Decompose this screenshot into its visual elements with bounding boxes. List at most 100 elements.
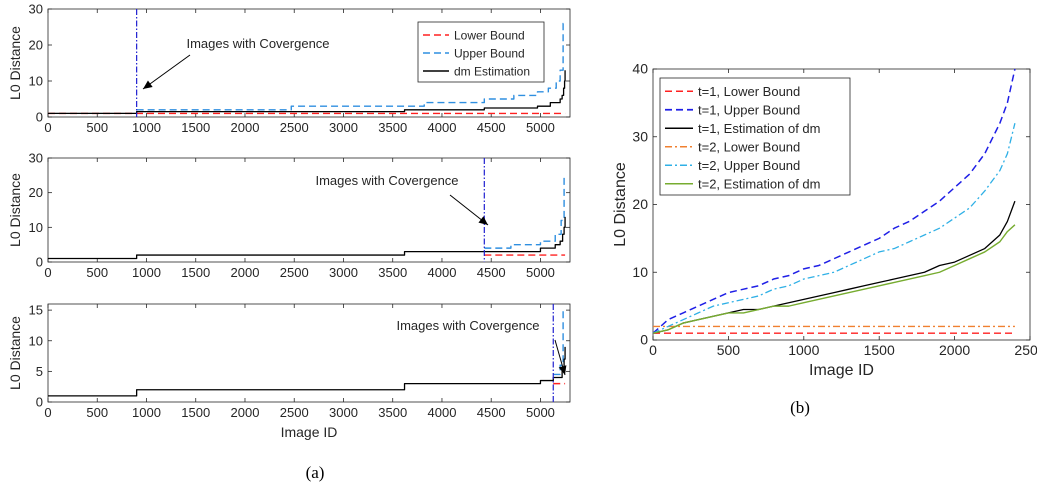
legend-entry: t=1, Upper Bound — [698, 102, 800, 117]
annotation-text: Images with Covergence — [186, 36, 329, 51]
annotation-arrow-head — [558, 365, 567, 375]
x-tick-label: 500 — [86, 265, 108, 280]
caption-a: (a) — [306, 463, 325, 482]
x-tick-label: 4500 — [477, 120, 506, 135]
annotation-text: Images with Covergence — [396, 318, 539, 333]
x-tick-label: 5000 — [526, 120, 555, 135]
y-axis-label: L0 Distance — [7, 316, 23, 390]
x-tick-label: 4000 — [428, 265, 457, 280]
x-tick-label: 4000 — [428, 405, 457, 420]
x-tick-label: 0 — [44, 405, 51, 420]
series-line-estimate — [48, 70, 566, 115]
x-tick-label: 500 — [717, 342, 741, 358]
x-tick-label: 0 — [44, 265, 51, 280]
annotation-arrow-head — [143, 80, 153, 89]
x-tick-label: 3500 — [378, 265, 407, 280]
legend-box — [417, 21, 545, 83]
y-tick-label: 20 — [29, 38, 43, 53]
panel-a1-top-plot: 0 500 1000 1500 2000 2500 3000 3500 4000 4500 5000… — [7, 2, 571, 135]
x-tick-label: 5000 — [526, 265, 555, 280]
x-tick-label: 500 — [86, 120, 108, 135]
y-axis-label: L0 Distance — [7, 173, 23, 247]
x-tick-label: 1500 — [864, 342, 895, 358]
legend-box — [659, 77, 851, 196]
y-tick-label: 20 — [632, 196, 648, 212]
x-tick-label: 3500 — [378, 405, 407, 420]
x-tick-label: 2000 — [231, 120, 260, 135]
plot-area — [47, 157, 571, 263]
x-tick-label: 1000 — [788, 342, 819, 358]
annotation-arrow-shaft — [142, 54, 191, 90]
legend-entry: t=1, Lower Bound — [698, 84, 800, 99]
x-tick-label: 3500 — [378, 120, 407, 135]
x-tick-label: 2000 — [231, 265, 260, 280]
legend-entry: t=2, Upper Bound — [698, 158, 800, 173]
x-tick-label: 3000 — [329, 120, 358, 135]
x-tick-label: 1000 — [132, 120, 161, 135]
series-line-estimate — [48, 346, 566, 397]
legend-entry: t=2, Estimation of dm — [698, 176, 820, 191]
y-tick-label: 30 — [29, 2, 43, 17]
panel-b-plot: 0 500 1000 1500 2000 2500 0 10 20 30 40 L0 Distance… — [612, 61, 1037, 380]
y-tick-label: 10 — [29, 74, 43, 89]
y-axis-label: L0 Distance — [7, 26, 23, 100]
panel-a2-middle-plot: 0 500 1000 1500 2000 2500 3000 3500 4000 4500 5000… — [7, 151, 571, 280]
x-tick-label: 0 — [44, 120, 51, 135]
y-tick-label: 10 — [632, 264, 648, 280]
y-tick-label: 30 — [29, 151, 43, 166]
x-tick-label: 1500 — [181, 265, 210, 280]
x-tick-label: 0 — [649, 342, 657, 358]
series-line-estimate — [48, 216, 566, 260]
y-axis-label: L0 Distance — [612, 162, 629, 247]
y-tick-label: 10 — [29, 333, 43, 348]
annotation-text: Images with Covergence — [315, 173, 458, 188]
panel-a3-bottom-plot: 0 500 1000 1500 2000 2500 3000 3500 4000 4500 5000… — [7, 303, 571, 440]
y-tick-label: 0 — [36, 395, 43, 410]
x-axis-label: Image ID — [281, 424, 338, 440]
legend-entry: t=2, Lower Bound — [698, 139, 800, 154]
x-tick-label: 5000 — [526, 405, 555, 420]
x-tick-label: 2000 — [231, 405, 260, 420]
legend-entry: Lower Bound — [454, 29, 525, 43]
series-line-upper — [484, 174, 566, 249]
x-tick-label: 4500 — [477, 405, 506, 420]
x-tick-label: 2000 — [939, 342, 970, 358]
series-line-upper — [136, 22, 566, 111]
series-line-upper_strong — [652, 68, 1016, 334]
series-line-upper_t2 — [652, 123, 1016, 334]
y-tick-label: 20 — [29, 185, 43, 200]
y-tick-label: 0 — [36, 110, 43, 125]
x-tick-label: 1500 — [181, 120, 210, 135]
legend: Lower Bound Upper Bound dm Estimation — [417, 21, 545, 83]
x-tick-label: 2500 — [1014, 342, 1037, 358]
x-tick-label: 1500 — [181, 405, 210, 420]
caption-b: (b) — [790, 398, 810, 417]
y-tick-label: 0 — [36, 255, 43, 270]
plot-area — [47, 303, 571, 403]
x-tick-label: 2500 — [280, 405, 309, 420]
legend: t=1, Lower Bound t=1, Upper Bound t=1, Est… — [659, 77, 851, 196]
y-tick-label: 15 — [29, 303, 43, 318]
legend-entry: dm Estimation — [454, 65, 530, 79]
y-tick-label: 30 — [632, 128, 648, 144]
y-tick-label: 0 — [640, 332, 648, 348]
legend-entry: Upper Bound — [454, 47, 525, 61]
x-tick-label: 2500 — [280, 265, 309, 280]
x-tick-label: 3000 — [329, 405, 358, 420]
annotation-arrow-head — [478, 216, 488, 225]
x-tick-label: 4500 — [477, 265, 506, 280]
x-tick-label: 2500 — [280, 120, 309, 135]
y-tick-label: 40 — [632, 61, 648, 77]
x-axis-label: Image ID — [809, 362, 874, 379]
x-tick-label: 3000 — [329, 265, 358, 280]
x-tick-label: 4000 — [428, 120, 457, 135]
y-tick-label: 10 — [29, 220, 43, 235]
series-line-estimate_t2 — [652, 224, 1016, 334]
y-tick-label: 5 — [36, 364, 43, 379]
legend-entry: t=1, Estimation of dm — [698, 121, 820, 136]
x-tick-label: 500 — [86, 405, 108, 420]
series-line-upper — [553, 309, 566, 376]
x-tick-label: 1000 — [132, 265, 161, 280]
x-tick-label: 1000 — [132, 405, 161, 420]
